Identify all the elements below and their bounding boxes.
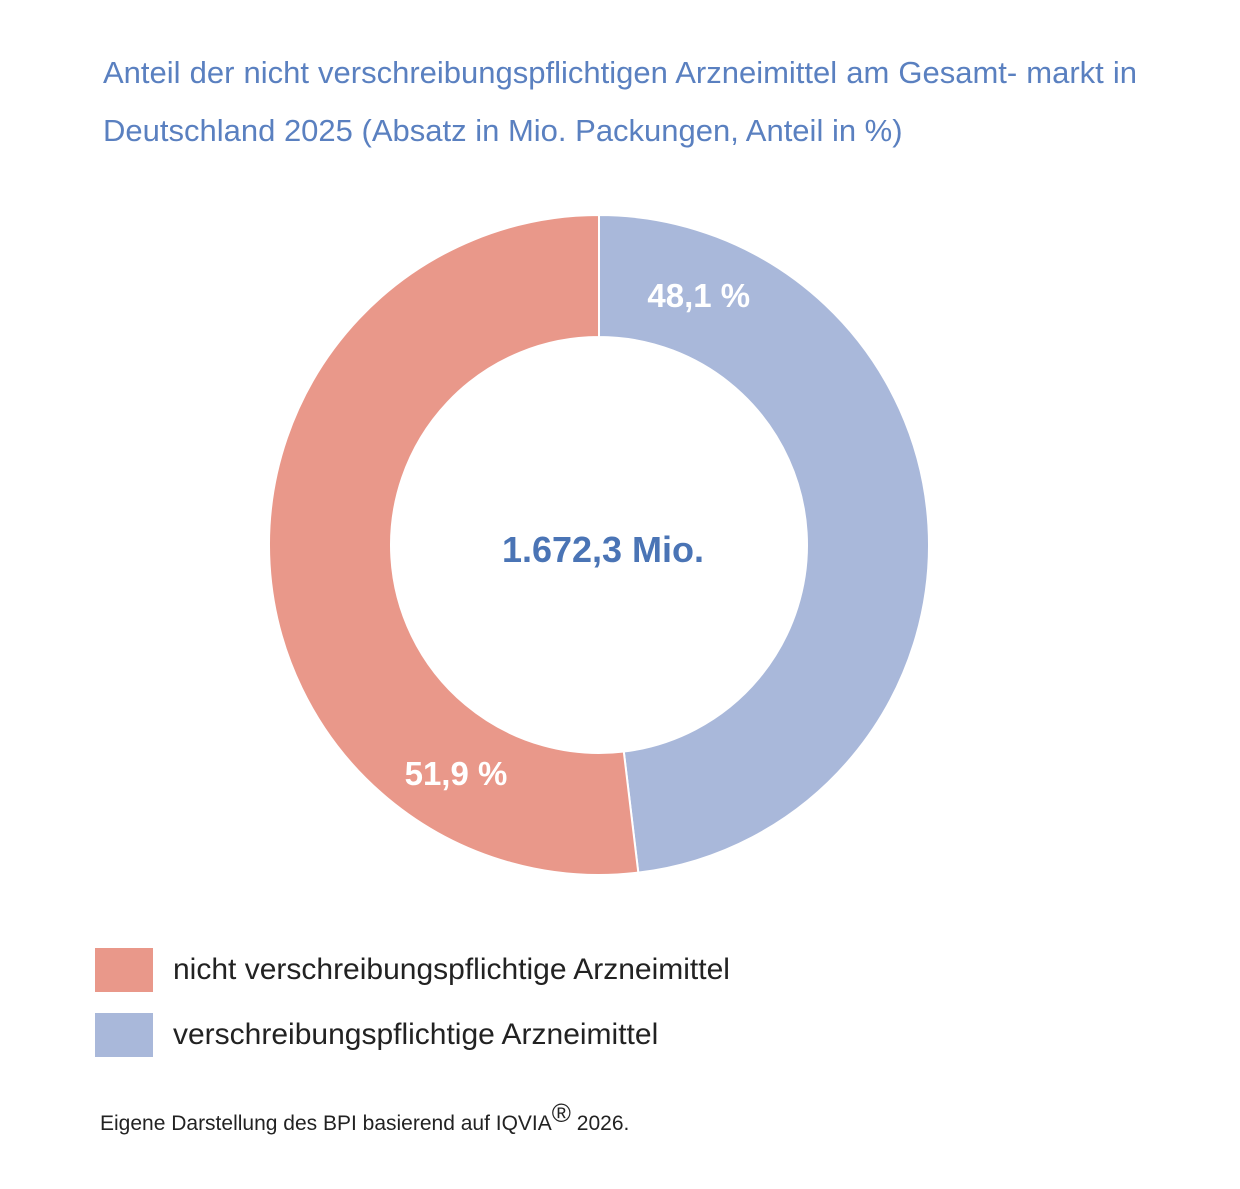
chart-title: Anteil der nicht verschreibungspflichtig…: [103, 55, 1137, 148]
donut-slice-otc: [268, 213, 640, 876]
legend-swatch-rx: [95, 1013, 153, 1057]
slice-label-otc: 51,9 %: [405, 755, 508, 792]
legend-label-rx: verschreibungspflichtige Arzneimittel: [173, 1018, 659, 1051]
legend-swatch-otc: [95, 948, 153, 992]
center-total-label: 1.672,3 Mio.: [502, 529, 704, 570]
donut-slice-rx: [598, 213, 930, 874]
legend-item-otc: nicht verschreibungspflichtige Arzneimit…: [95, 948, 730, 992]
slice-label-rx: 48,1 %: [647, 277, 750, 314]
source-year: 2026.: [570, 1112, 630, 1135]
donut-chart: 1.672,3 Mio. 48,1 % 51,9 %: [268, 213, 930, 876]
legend-item-rx: verschreibungspflichtige Arzneimittel: [95, 1013, 658, 1057]
legend-label-otc: nicht verschreibungspflichtige Arzneimit…: [173, 953, 730, 986]
registered-mark: ®: [551, 1098, 571, 1128]
source-text: Eigene Darstellung des BPI basierend auf…: [100, 1112, 552, 1135]
source-note: Eigene Darstellung des BPI basierend auf…: [100, 1098, 629, 1136]
